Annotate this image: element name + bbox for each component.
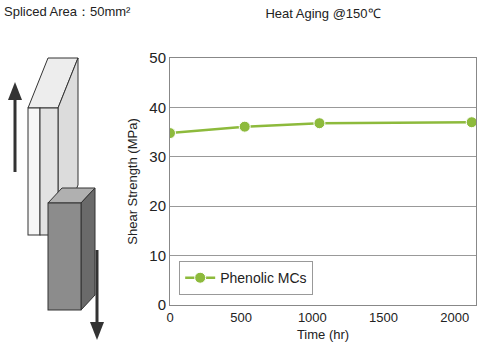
html-text:Spliced Area：50mm²: Spliced Area：50mm² [4, 4, 131, 19]
svg-text:Time (hr): Time (hr) [297, 327, 349, 342]
svg-text:1500: 1500 [369, 310, 398, 325]
svg-text:50: 50 [149, 49, 166, 66]
svg-text:2000: 2000 [440, 310, 469, 325]
svg-text:Heat Aging @150℃: Heat Aging @150℃ [265, 6, 380, 21]
svg-text:500: 500 [230, 310, 252, 325]
svg-text:10: 10 [149, 247, 166, 264]
svg-text:Phenolic MCs: Phenolic MCs [220, 270, 306, 286]
svg-text:40: 40 [149, 99, 166, 116]
svg-text:0: 0 [166, 310, 173, 325]
svg-text:20: 20 [149, 197, 166, 214]
svg-text:Shear Strength (MPa): Shear Strength (MPa) [125, 118, 140, 244]
svg-text:0: 0 [158, 296, 166, 313]
svg-text:1000: 1000 [298, 310, 327, 325]
svg-text:30: 30 [149, 148, 166, 165]
